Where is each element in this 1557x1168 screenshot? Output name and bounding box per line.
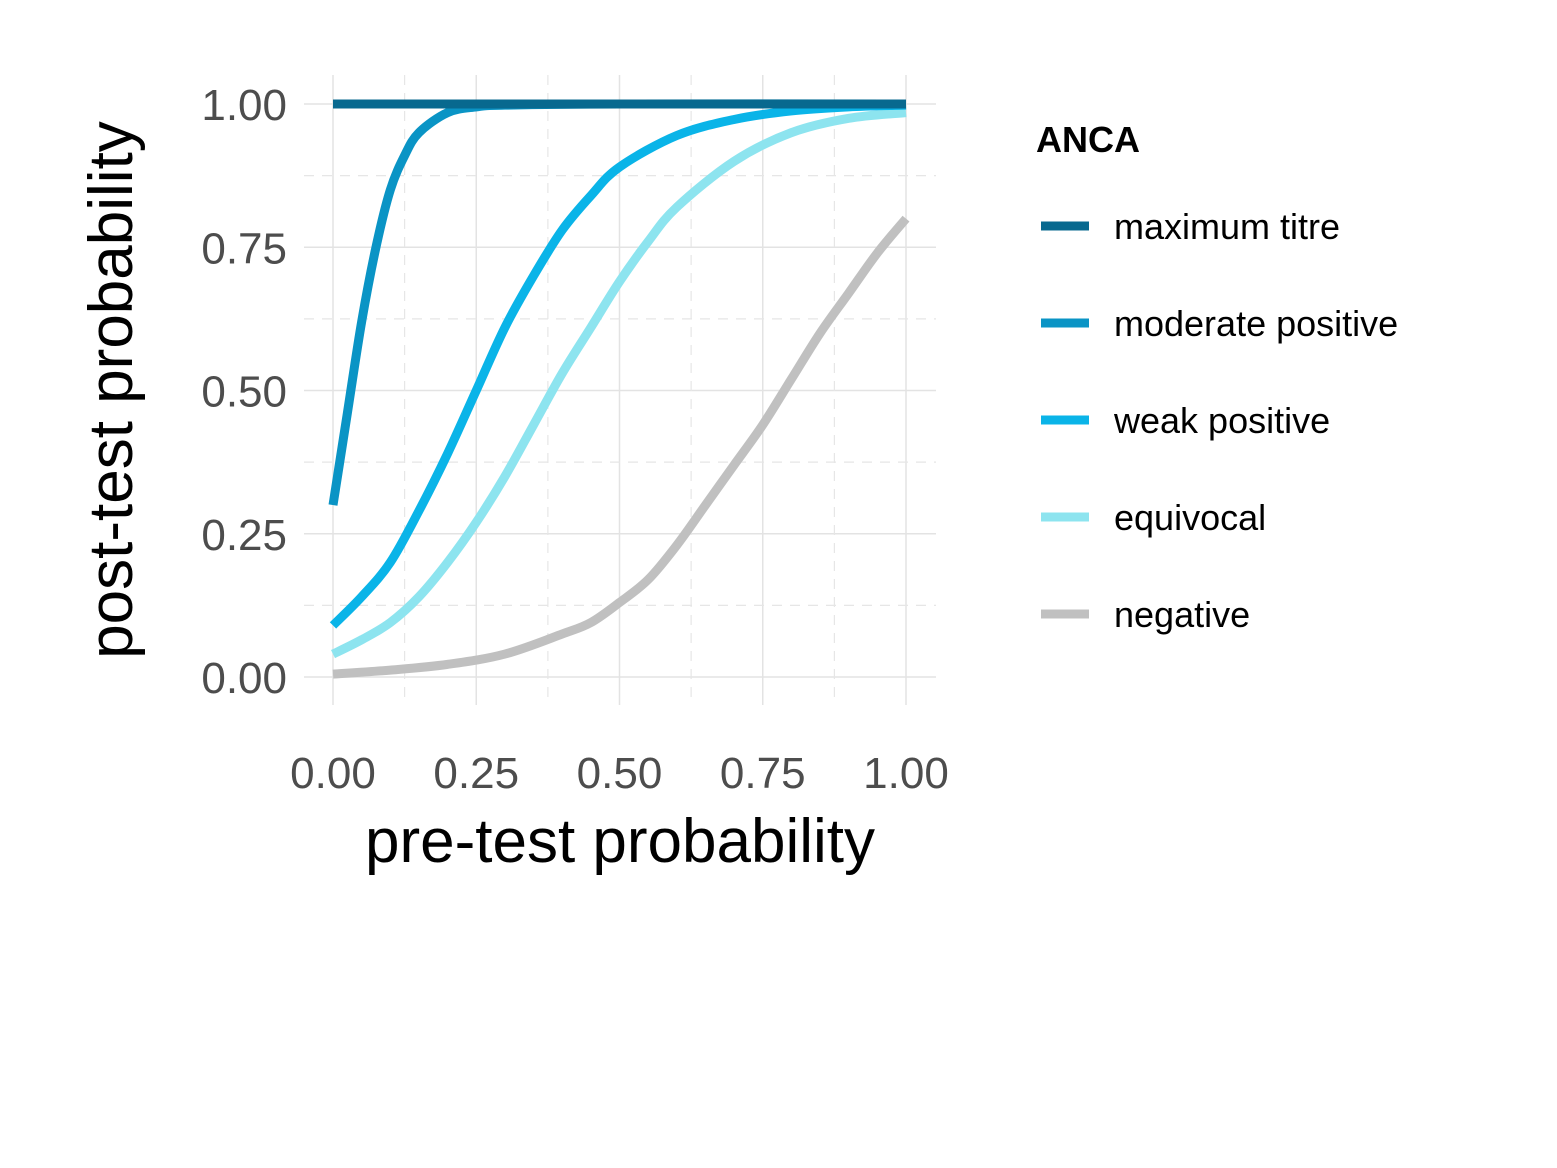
legend-label-equivocal: equivocal bbox=[1114, 497, 1266, 538]
y-tick-label: 0.00 bbox=[201, 654, 287, 703]
legend: ANCA maximum titre moderate positive weak … bbox=[1036, 119, 1398, 635]
legend-title: ANCA bbox=[1036, 119, 1140, 160]
series-line-equivocal bbox=[330, 108, 907, 659]
x-tick-label: 0.50 bbox=[577, 749, 663, 798]
legend-label-negative: negative bbox=[1114, 594, 1250, 635]
x-tick-label: 0.75 bbox=[720, 749, 806, 798]
legend-label-weak-positive: weak positive bbox=[1113, 400, 1330, 441]
legend-label-maximum-titre: maximum titre bbox=[1114, 206, 1340, 247]
y-axis-title: post-test probability bbox=[77, 121, 146, 659]
legend-label-moderate-positive: moderate positive bbox=[1114, 303, 1398, 344]
y-tick-label: 1.00 bbox=[201, 81, 287, 130]
x-tick-label: 0.25 bbox=[433, 749, 519, 798]
y-tick-label: 0.25 bbox=[201, 511, 287, 560]
x-tick-label: 1.00 bbox=[863, 749, 949, 798]
x-axis-title: pre-test probability bbox=[365, 807, 875, 876]
x-tick-label: 0.00 bbox=[290, 749, 376, 798]
y-tick-label: 0.75 bbox=[201, 224, 287, 273]
series-line-negative bbox=[332, 215, 910, 679]
tick-labels: 0.00 0.25 0.50 0.75 1.00 0.00 0.25 0.50 0.75 1.00 bbox=[201, 81, 948, 798]
series-line-weak-positive bbox=[329, 100, 907, 629]
y-tick-label: 0.50 bbox=[201, 368, 287, 417]
series-lines bbox=[328, 99, 910, 679]
